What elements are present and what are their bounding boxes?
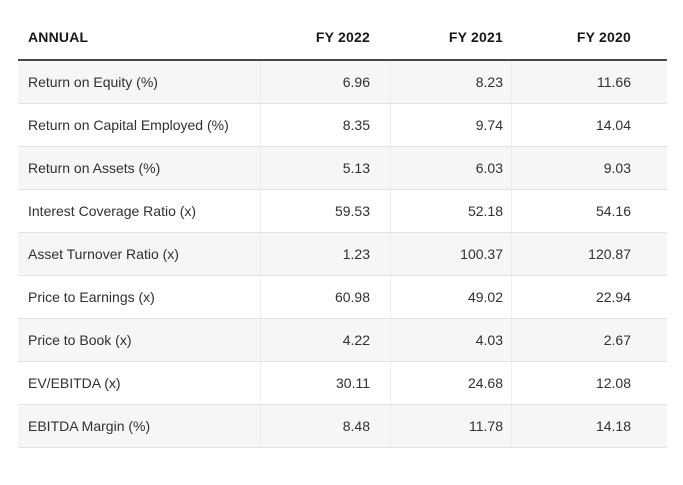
- cell-value: 14.18: [511, 405, 667, 447]
- cell-value: 8.23: [390, 61, 511, 103]
- cell-value: 5.13: [260, 147, 390, 189]
- table-row-return-on-equity: Return on Equity (%) 6.96 8.23 11.66: [18, 61, 667, 104]
- table-body: Return on Equity (%) 6.96 8.23 11.66 Ret…: [18, 61, 667, 448]
- cell-value: 8.48: [260, 405, 390, 447]
- cell-value: 8.35: [260, 104, 390, 146]
- table-row-asset-turnover-ratio: Asset Turnover Ratio (x) 1.23 100.37 120…: [18, 233, 667, 276]
- row-label: Price to Earnings (x): [28, 289, 155, 305]
- cell-value: 6.03: [390, 147, 511, 189]
- cell-value: 24.68: [390, 362, 511, 404]
- row-label: EBITDA Margin (%): [28, 418, 151, 434]
- cell-value: 30.11: [260, 362, 390, 404]
- cell-value: 6.96: [260, 61, 390, 103]
- row-label: Asset Turnover Ratio (x): [28, 246, 179, 262]
- row-label: Return on Equity (%): [28, 74, 158, 90]
- table-row-return-on-capital-employed: Return on Capital Employed (%) 8.35 9.74…: [18, 104, 667, 147]
- cell-value: 22.94: [511, 276, 667, 318]
- cell-value: 1.23: [260, 233, 390, 275]
- row-label: Return on Capital Employed (%): [28, 117, 229, 133]
- table-header-row: ANNUAL FY 2022 FY 2021 FY 2020: [18, 14, 667, 61]
- row-label: EV/EBITDA (x): [28, 375, 121, 391]
- cell-value: 14.04: [511, 104, 667, 146]
- cell-value: 60.98: [260, 276, 390, 318]
- cell-value: 120.87: [511, 233, 667, 275]
- cell-value: 54.16: [511, 190, 667, 232]
- column-header-fy2022: FY 2022: [315, 28, 370, 45]
- cell-value: 59.53: [260, 190, 390, 232]
- cell-value: 9.74: [390, 104, 511, 146]
- column-header-annual: ANNUAL: [28, 28, 89, 45]
- cell-value: 4.22: [260, 319, 390, 361]
- table-row-ev-ebitda: EV/EBITDA (x) 30.11 24.68 12.08: [18, 362, 667, 405]
- row-label: Interest Coverage Ratio (x): [28, 203, 197, 219]
- row-label: Price to Book (x): [28, 332, 132, 348]
- column-header-fy2020: FY 2020: [576, 28, 631, 45]
- row-label: Return on Assets (%): [28, 160, 161, 176]
- cell-value: 11.78: [390, 405, 511, 447]
- table-row-return-on-assets: Return on Assets (%) 5.13 6.03 9.03: [18, 147, 667, 190]
- annual-financial-ratios-table: ANNUAL FY 2022 FY 2021 FY 2020 Return on…: [18, 14, 667, 448]
- cell-value: 100.37: [390, 233, 511, 275]
- cell-value: 11.66: [511, 61, 667, 103]
- table-row-price-to-earnings: Price to Earnings (x) 60.98 49.02 22.94: [18, 276, 667, 319]
- cell-value: 52.18: [390, 190, 511, 232]
- cell-value: 2.67: [511, 319, 667, 361]
- column-header-fy2021: FY 2021: [448, 28, 503, 45]
- cell-value: 4.03: [390, 319, 511, 361]
- cell-value: 9.03: [511, 147, 667, 189]
- table-row-ebitda-margin: EBITDA Margin (%) 8.48 11.78 14.18: [18, 405, 667, 448]
- cell-value: 49.02: [390, 276, 511, 318]
- cell-value: 12.08: [511, 362, 667, 404]
- table-row-price-to-book: Price to Book (x) 4.22 4.03 2.67: [18, 319, 667, 362]
- table-row-interest-coverage-ratio: Interest Coverage Ratio (x) 59.53 52.18 …: [18, 190, 667, 233]
